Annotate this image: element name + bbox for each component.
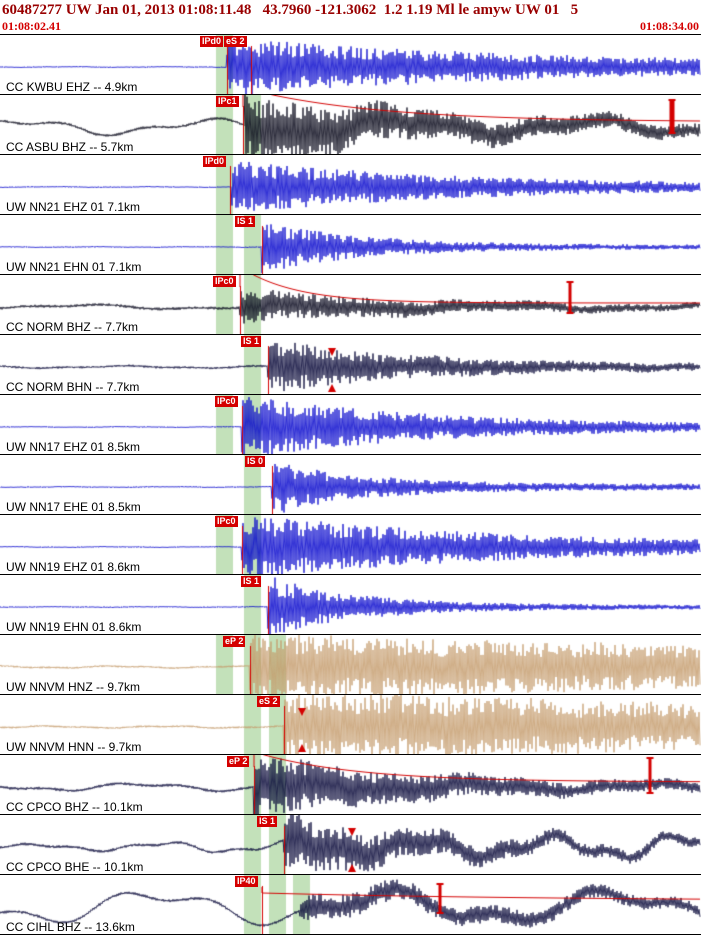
pick-flag[interactable]: IS 1 [241,576,262,587]
station-label[interactable]: CC NORM BHN -- 7.7km [6,380,140,394]
waveform-canvas[interactable] [0,755,701,814]
station-label[interactable]: UW NN17 EHZ 01 8.5km [6,440,141,454]
window-start-time: 01:08:02.41 [2,19,61,33]
pick-flag[interactable]: IS 0 [245,456,266,467]
station-label[interactable]: UW NN17 EHE 01 8.5km [6,500,141,514]
trace-row[interactable]: IS 1 UW NN19 EHN 01 8.6km [0,575,701,635]
waveform-canvas[interactable] [0,335,701,394]
waveform-canvas[interactable] [0,35,701,94]
trace-row[interactable]: IP40 CC CIHL BHZ -- 13.6km [0,875,701,935]
trace-row[interactable]: IPd0 UW NN21 EHZ 01 7.1km [0,155,701,215]
station-label[interactable]: UW NN19 EHZ 01 8.6km [6,560,141,574]
waveform-canvas[interactable] [0,275,701,334]
pick-flag[interactable]: IPd0 [200,36,224,47]
pick-flag[interactable]: IP40 [235,876,258,887]
trace-row[interactable]: IS 1 CC NORM BHN -- 7.7km [0,335,701,395]
waveform-canvas[interactable] [0,395,701,454]
pick-flag[interactable]: IPc0 [213,276,236,287]
trace-row[interactable]: IPc0 CC NORM BHZ -- 7.7km [0,275,701,335]
station-label[interactable]: UW NN19 EHN 01 8.6km [6,620,142,634]
waveform-canvas[interactable] [0,875,701,934]
station-label[interactable]: CC CPCO BHZ -- 10.1km [6,800,143,814]
waveform-canvas[interactable] [0,695,701,754]
trace-row[interactable]: eS 2 UW NNVM HNN -- 9.7km [0,695,701,755]
station-label[interactable]: CC CPCO BHE -- 10.1km [6,860,144,874]
pick-flag[interactable]: IPc0 [215,516,238,527]
waveform-canvas[interactable] [0,635,701,694]
pick-flag[interactable]: eP 2 [223,636,246,647]
window-end-time: 01:08:34.00 [640,19,699,33]
waveform-canvas[interactable] [0,515,701,574]
waveform-canvas[interactable] [0,95,701,154]
trace-row[interactable]: eP 2 CC CPCO BHZ -- 10.1km [0,755,701,815]
station-label[interactable]: UW NNVM HNN -- 9.7km [6,740,142,754]
station-label[interactable]: CC KWBU EHZ -- 4.9km [6,80,138,94]
pick-flag[interactable]: eP 2 [227,756,250,767]
station-label[interactable]: UW NN21 EHN 01 7.1km [6,260,142,274]
pick-flag[interactable]: eS 2 [257,696,280,707]
station-label[interactable]: CC NORM BHZ -- 7.7km [6,320,138,334]
trace-row[interactable]: IPd0 eS 2 CC KWBU EHZ -- 4.9km [0,35,701,95]
pick-flag[interactable]: IS 1 [257,816,278,827]
pick-flag[interactable]: IS 1 [235,216,256,227]
station-label[interactable]: UW NNVM HNZ -- 9.7km [6,680,140,694]
pick-flag[interactable]: IS 1 [241,336,262,347]
trace-list: IPd0 eS 2 CC KWBU EHZ -- 4.9km IPc1 CC ASBU … [0,34,701,935]
waveform-canvas[interactable] [0,575,701,634]
trace-row[interactable]: IS 0 UW NN17 EHE 01 8.5km [0,455,701,515]
trace-row[interactable]: eP 2 UW NNVM HNZ -- 9.7km [0,635,701,695]
waveform-canvas[interactable] [0,815,701,874]
trace-row[interactable]: IPc0 UW NN17 EHZ 01 8.5km [0,395,701,455]
waveform-canvas[interactable] [0,215,701,274]
trace-row[interactable]: IS 1 UW NN21 EHN 01 7.1km [0,215,701,275]
pick-flag[interactable]: IPc0 [215,396,238,407]
station-label[interactable]: CC ASBU BHZ -- 5.7km [6,140,134,154]
event-header: 60487277 UW Jan 01, 2013 01:08:11.48 43.… [0,0,701,34]
pick-flag[interactable]: eS 2 [224,36,247,47]
pick-flag[interactable]: IPc1 [216,96,239,107]
waveform-canvas[interactable] [0,455,701,514]
trace-row[interactable]: IPc0 UW NN19 EHZ 01 8.6km [0,515,701,575]
time-window: 01:08:02.41 01:08:34.00 [0,19,701,34]
waveform-canvas[interactable] [0,155,701,214]
station-label[interactable]: UW NN21 EHZ 01 7.1km [6,200,141,214]
station-label[interactable]: CC CIHL BHZ -- 13.6km [6,920,135,934]
pick-flag[interactable]: IPd0 [203,156,227,167]
trace-row[interactable]: IS 1 CC CPCO BHE -- 10.1km [0,815,701,875]
trace-row[interactable]: IPc1 CC ASBU BHZ -- 5.7km [0,95,701,155]
event-summary: 60487277 UW Jan 01, 2013 01:08:11.48 43.… [2,2,579,18]
